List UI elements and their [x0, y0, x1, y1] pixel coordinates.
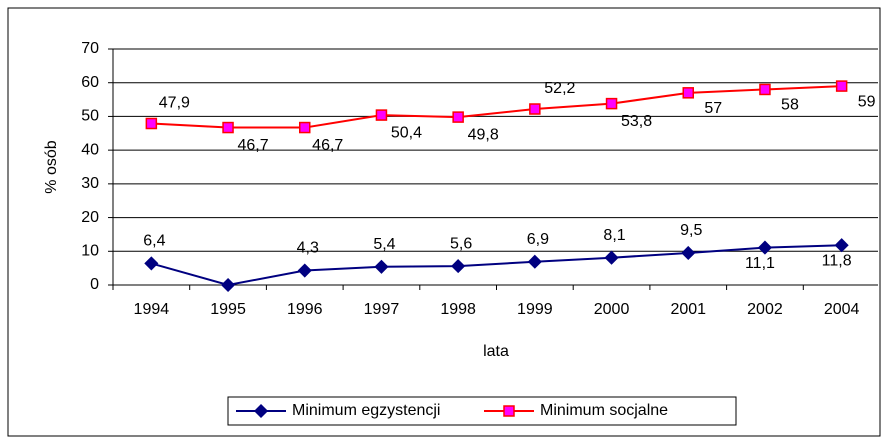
y-tick-label: 30	[81, 175, 99, 192]
y-axis-label: % osób	[43, 140, 60, 193]
x-tick-label: 2000	[594, 301, 630, 318]
y-tick-label: 20	[81, 209, 99, 226]
y-tick-label: 60	[81, 74, 99, 91]
data-label: 9,5	[680, 222, 702, 239]
x-tick-label: 2002	[747, 301, 783, 318]
data-label: 58	[781, 97, 799, 114]
point	[529, 103, 541, 115]
point	[222, 121, 234, 134]
x-tick-label: 2001	[670, 301, 706, 318]
point	[604, 250, 619, 265]
y-tick-label: 70	[81, 40, 99, 57]
legend-label: Minimum egzystencji	[292, 402, 440, 419]
point	[145, 117, 158, 130]
x-tick-label: 1995	[210, 301, 246, 318]
point	[220, 277, 236, 293]
data-label: 8,1	[603, 227, 625, 244]
data-label: 53,8	[621, 113, 652, 130]
data-label: 50,4	[391, 124, 422, 141]
point	[144, 256, 159, 271]
point	[835, 80, 848, 92]
point	[374, 259, 389, 274]
data-label: 6,9	[527, 231, 549, 248]
legend-marker	[503, 405, 515, 417]
point	[682, 87, 694, 99]
series-line	[151, 85, 842, 129]
legend-box	[227, 396, 737, 426]
y-tick-label: 50	[81, 108, 99, 125]
point	[834, 238, 849, 253]
point	[452, 111, 464, 123]
y-tick-label: 40	[81, 141, 99, 158]
x-tick-label: 1998	[440, 301, 476, 318]
data-label: 11,8	[822, 252, 852, 269]
point	[681, 245, 696, 261]
point	[759, 83, 771, 96]
data-label: 4,3	[297, 240, 319, 257]
x-tick-label: 1999	[517, 301, 553, 318]
point	[605, 97, 618, 110]
x-tick-label: 1994	[134, 301, 170, 318]
data-label: 46,7	[312, 137, 343, 154]
data-label: 5,6	[450, 235, 472, 252]
point	[375, 109, 388, 121]
point	[297, 263, 312, 278]
x-axis-label: lata	[483, 343, 509, 360]
data-label: 52,2	[544, 80, 575, 97]
data-label: 6,4	[143, 233, 165, 250]
data-label: 11,1	[745, 255, 775, 272]
point	[299, 121, 311, 134]
chart-border	[7, 7, 881, 437]
y-tick-label: 10	[81, 243, 99, 260]
series-line	[151, 244, 842, 287]
x-tick-label: 1996	[287, 301, 323, 318]
point	[757, 240, 773, 255]
data-label: 46,7	[237, 137, 268, 154]
point	[451, 259, 466, 274]
x-tick-label: 2004	[824, 301, 860, 318]
legend-marker	[253, 403, 269, 419]
data-label: 59	[858, 93, 876, 110]
x-tick-label: 1997	[364, 301, 400, 318]
legend-label: Minimum socjalne	[540, 402, 668, 419]
y-tick-label: 0	[90, 276, 99, 293]
data-label: 47,9	[159, 95, 190, 112]
point	[527, 254, 542, 269]
data-label: 5,4	[373, 236, 395, 253]
data-label: 49,8	[468, 126, 499, 143]
data-label: 57	[704, 100, 722, 117]
